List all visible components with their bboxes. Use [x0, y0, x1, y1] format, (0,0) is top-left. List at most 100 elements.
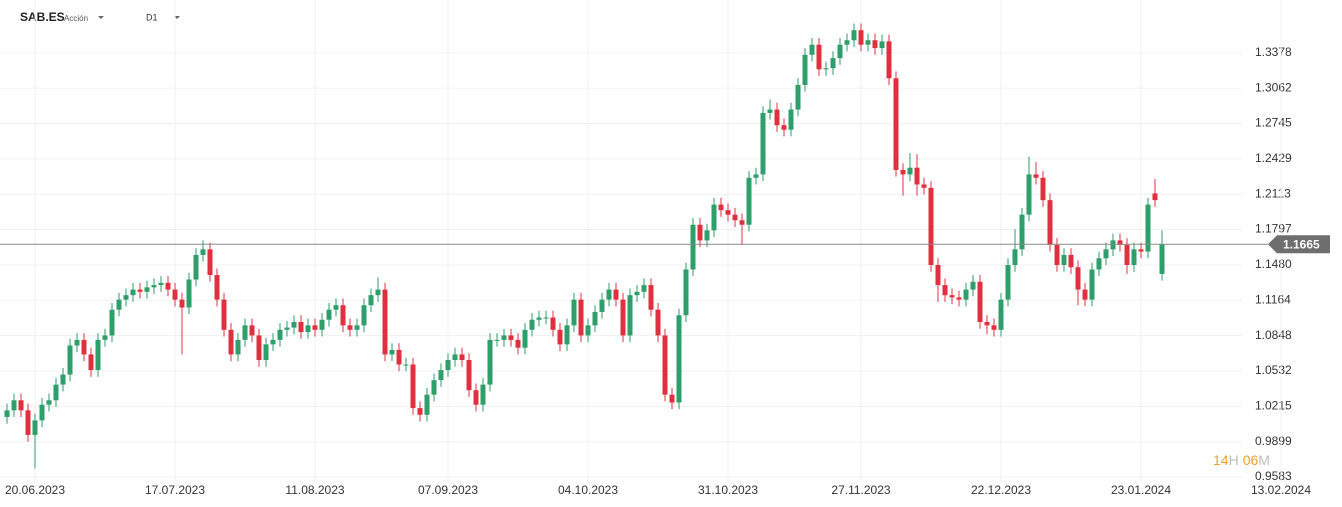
candle-body — [599, 299, 605, 312]
candle-body — [74, 339, 80, 346]
candle-body — [46, 400, 52, 405]
candle-body — [914, 167, 920, 185]
candle-body — [186, 279, 192, 308]
candle-body — [151, 285, 157, 288]
candle-body — [984, 322, 990, 326]
candle-body — [585, 325, 591, 336]
candle-body — [949, 295, 955, 298]
candle-body — [438, 370, 444, 381]
y-tick-label: 1.1480 — [1255, 257, 1292, 271]
candle-body — [340, 305, 346, 326]
y-tick-label: 1.2745 — [1255, 116, 1292, 130]
x-tick-label: 23.01.2024 — [1111, 483, 1171, 497]
candle-body — [424, 394, 430, 415]
candle-body — [683, 269, 689, 316]
candle-body — [753, 174, 759, 178]
y-tick-label: 1.2429 — [1255, 151, 1292, 165]
x-tick-label: 04.10.2023 — [558, 483, 618, 497]
candle-body — [137, 289, 143, 292]
candle-body — [445, 360, 451, 371]
candle-body — [823, 68, 829, 70]
candle-body — [809, 44, 815, 55]
countdown: 14H 06M — [1213, 452, 1270, 468]
candle-body — [634, 291, 640, 296]
candle-body — [676, 315, 682, 403]
candle-body — [515, 339, 521, 348]
candle-body — [417, 408, 423, 415]
candle-body — [942, 285, 948, 296]
candle-body — [32, 420, 38, 435]
current-price-label: 1.1665 — [1283, 237, 1320, 251]
candle-body — [228, 329, 234, 355]
countdown-unit: M — [1258, 452, 1270, 468]
candle-body — [179, 299, 185, 308]
candle-body — [900, 169, 906, 175]
candle-body — [620, 299, 626, 336]
candle-body — [235, 339, 241, 355]
timeframe[interactable]: D1 — [146, 12, 158, 22]
candle-body — [606, 289, 612, 300]
candle-body — [60, 374, 66, 385]
candle-body — [298, 322, 304, 333]
candle-body — [781, 125, 787, 130]
plot-area: 0.9583 0.9899 1.0215 1.0532 1.0848 1.1164 1.14… — [0, 0, 1330, 497]
candle-body — [690, 224, 696, 270]
candle-body — [256, 335, 262, 361]
candle-body — [39, 404, 45, 421]
candle-body — [886, 41, 892, 79]
candle-body — [956, 297, 962, 300]
candle-body — [1075, 267, 1081, 290]
candle-body — [207, 249, 213, 276]
candle-body — [739, 220, 745, 225]
candle-body — [907, 167, 913, 175]
candle-body — [81, 339, 87, 355]
symbol[interactable]: SAB.ES — [20, 10, 65, 24]
candle-body — [1138, 249, 1144, 252]
candle-body — [25, 410, 31, 435]
candle-body — [102, 335, 108, 340]
candle-body — [305, 325, 311, 333]
candle-body — [284, 327, 290, 330]
candle-body — [732, 214, 738, 221]
candle-body — [88, 354, 94, 371]
candle-body — [18, 400, 24, 411]
candle-body — [249, 325, 255, 336]
candle-body — [837, 44, 843, 59]
candle-body — [277, 329, 283, 340]
candle-body — [221, 299, 227, 330]
candle-body — [935, 264, 941, 286]
candle-body — [1089, 269, 1095, 300]
candle-body — [158, 282, 164, 286]
candle-body — [109, 309, 115, 336]
current-price-tag — [1268, 235, 1330, 254]
y-tick-label: 1.2113 — [1255, 186, 1291, 200]
candle-body — [830, 58, 836, 69]
candle-body — [263, 344, 269, 361]
x-tick-label: 07.09.2023 — [418, 483, 478, 497]
y-tick-label: 0.9583 — [1255, 469, 1292, 483]
candle-body — [928, 187, 934, 265]
candle-body — [795, 84, 801, 110]
candle-body — [1040, 177, 1046, 201]
dropdown-arrow[interactable] — [98, 16, 104, 19]
x-tick-label: 27.11.2023 — [831, 483, 890, 497]
candle-body — [200, 249, 206, 255]
candle-body — [711, 204, 717, 231]
candle-body — [291, 322, 297, 328]
candle-body — [1005, 264, 1011, 300]
candle-body — [851, 30, 857, 41]
y-tick-label: 1.1164 — [1255, 292, 1291, 306]
candle-body — [11, 400, 17, 411]
candle-body — [1054, 244, 1060, 265]
candle-body — [718, 204, 724, 211]
candle-body — [592, 311, 598, 326]
candle-body — [1159, 244, 1165, 274]
x-tick-label: 22.12.2023 — [971, 483, 1031, 497]
candle-body — [655, 309, 661, 336]
candle-body — [1096, 258, 1102, 270]
candle-body — [1019, 214, 1025, 250]
candle-body — [746, 177, 752, 225]
candle-body — [116, 299, 122, 310]
candle-body — [893, 78, 899, 170]
